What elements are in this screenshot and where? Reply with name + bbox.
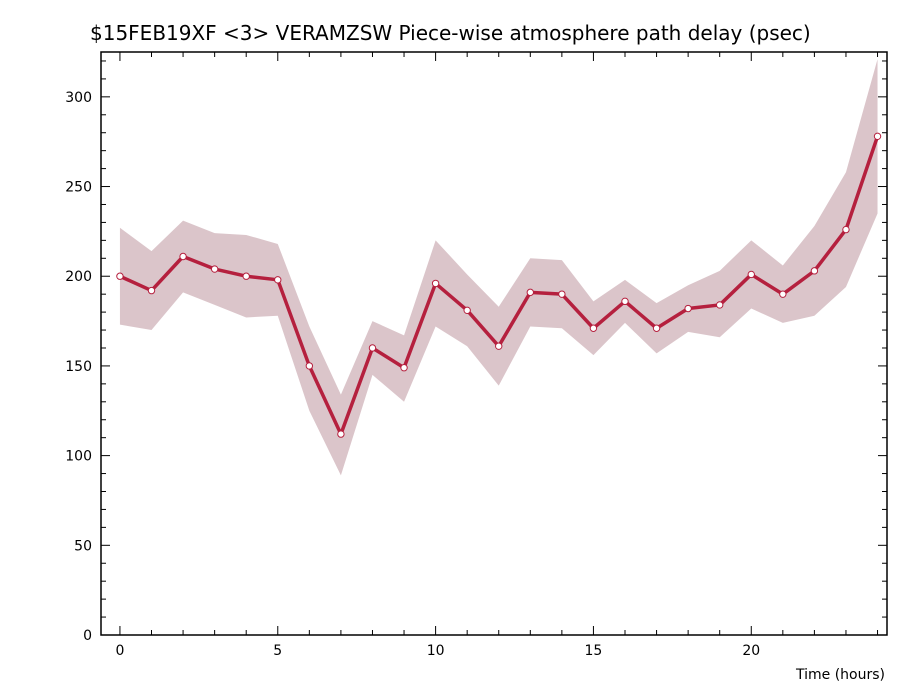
uncertainty-band	[119, 59, 878, 476]
data-point-layer	[116, 132, 882, 438]
data-point	[779, 290, 787, 298]
data-point	[621, 297, 629, 306]
data-point	[400, 364, 408, 372]
x-tick-label: 0	[115, 643, 124, 659]
y-tick-label: 50	[74, 538, 92, 554]
y-tick-label: 200	[65, 269, 92, 285]
data-point	[526, 288, 534, 297]
x-tick-label: 15	[585, 643, 603, 659]
data-point	[179, 252, 187, 261]
data-point	[337, 430, 345, 438]
plot-frame	[100, 51, 888, 636]
data-point	[210, 265, 219, 273]
data-point	[147, 286, 156, 295]
x-tick-label: 5	[273, 643, 282, 659]
data-point	[558, 290, 566, 298]
x-axis-label: Time (hours)	[795, 667, 885, 683]
data-point	[495, 342, 503, 350]
chart-title: $15FEB19XF <3> VERAMZSW Piece-wise atmos…	[90, 21, 811, 45]
data-point	[431, 279, 440, 288]
data-point	[716, 301, 724, 309]
data-point	[368, 344, 377, 352]
data-point	[684, 304, 692, 313]
data-point	[747, 270, 755, 279]
x-tick-label: 20	[742, 643, 760, 659]
data-point	[810, 267, 819, 275]
y-tick-label: 150	[65, 359, 92, 375]
data-point	[873, 132, 882, 141]
x-tick-label: 10	[427, 643, 445, 659]
y-tick-label: 100	[65, 449, 92, 465]
data-point	[274, 276, 282, 284]
y-tick-label: 250	[65, 180, 92, 196]
y-tick-label: 0	[83, 628, 92, 644]
data-point	[463, 306, 471, 315]
data-point	[842, 225, 850, 234]
data-point	[116, 272, 124, 280]
data-point	[242, 272, 250, 280]
uncertainty-band-layer	[119, 59, 878, 476]
y-tick-label: 300	[65, 90, 92, 106]
data-point	[652, 324, 661, 332]
data-point	[305, 362, 314, 370]
data-point	[589, 324, 598, 332]
